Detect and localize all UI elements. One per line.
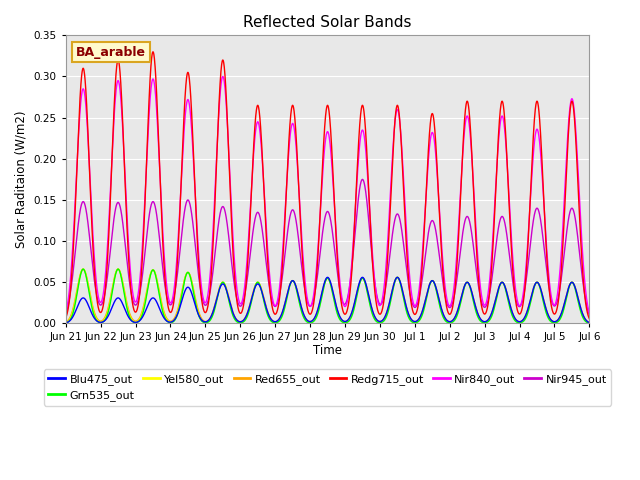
Blu475_out xyxy=(394,275,401,280)
Line: Nir945_out: Nir945_out xyxy=(66,180,589,315)
Grn535_out xyxy=(285,284,293,290)
Grn535_out xyxy=(586,320,593,326)
Redg715_out xyxy=(285,130,293,135)
Red655_out xyxy=(519,317,527,323)
Nir840_out xyxy=(263,232,271,238)
Line: Redg715_out: Redg715_out xyxy=(66,52,589,319)
Red655_out xyxy=(586,320,593,325)
Red655_out xyxy=(122,294,129,300)
Nir840_out xyxy=(122,181,129,187)
Red655_out xyxy=(79,266,87,272)
Nir840_out xyxy=(285,141,293,147)
Line: Red655_out: Red655_out xyxy=(66,269,589,323)
X-axis label: Time: Time xyxy=(313,344,342,357)
Legend: Blu475_out, Grn535_out, Yel580_out, Red655_out, Redg715_out, Nir840_out, Nir945_: Blu475_out, Grn535_out, Yel580_out, Red6… xyxy=(44,369,611,406)
Nir840_out xyxy=(153,105,161,111)
Yel580_out xyxy=(79,266,87,272)
Nir840_out xyxy=(519,293,527,299)
Yel580_out xyxy=(62,320,70,325)
Redg715_out xyxy=(122,188,129,193)
Nir945_out xyxy=(575,248,583,253)
Red655_out xyxy=(263,306,271,312)
Yel580_out xyxy=(575,301,583,307)
Redg715_out xyxy=(575,208,583,214)
Grn535_out xyxy=(263,309,271,315)
Blu475_out xyxy=(575,300,583,305)
Blu475_out xyxy=(519,317,527,323)
Blu475_out xyxy=(285,284,293,289)
Redg715_out xyxy=(263,242,271,248)
Nir840_out xyxy=(575,191,583,197)
Redg715_out xyxy=(149,49,157,55)
Line: Grn535_out: Grn535_out xyxy=(66,269,589,323)
Red655_out xyxy=(153,276,161,281)
Nir945_out xyxy=(358,177,366,182)
Nir840_out xyxy=(219,73,227,79)
Nir945_out xyxy=(62,312,70,317)
Blu475_out xyxy=(262,306,270,312)
Redg715_out xyxy=(62,315,70,321)
Red655_out xyxy=(285,283,293,289)
Grn535_out xyxy=(122,299,129,304)
Nir945_out xyxy=(586,312,593,318)
Blu475_out xyxy=(62,320,70,326)
Y-axis label: Solar Raditaion (W/m2): Solar Raditaion (W/m2) xyxy=(15,110,28,248)
Red655_out xyxy=(575,300,583,305)
Red655_out xyxy=(62,319,70,325)
Blu475_out xyxy=(122,308,129,313)
Redg715_out xyxy=(586,316,593,322)
Title: Reflected Solar Bands: Reflected Solar Bands xyxy=(243,15,412,30)
Nir945_out xyxy=(285,217,293,223)
Nir840_out xyxy=(62,310,70,316)
Yel580_out xyxy=(586,320,593,326)
Grn535_out xyxy=(153,277,161,283)
Nir840_out xyxy=(586,311,593,316)
Line: Yel580_out: Yel580_out xyxy=(66,269,589,323)
Text: BA_arable: BA_arable xyxy=(76,46,146,59)
Blu475_out xyxy=(153,299,161,304)
Redg715_out xyxy=(153,92,161,98)
Yel580_out xyxy=(519,318,527,324)
Nir945_out xyxy=(153,211,161,216)
Nir945_out xyxy=(262,263,270,268)
Blu475_out xyxy=(586,320,593,325)
Grn535_out xyxy=(519,319,527,324)
Grn535_out xyxy=(79,266,87,272)
Line: Blu475_out: Blu475_out xyxy=(66,277,589,323)
Grn535_out xyxy=(575,303,583,309)
Redg715_out xyxy=(519,302,527,308)
Nir945_out xyxy=(519,297,527,302)
Grn535_out xyxy=(62,320,70,326)
Yel580_out xyxy=(153,276,161,282)
Line: Nir840_out: Nir840_out xyxy=(66,76,589,313)
Nir945_out xyxy=(122,244,129,250)
Yel580_out xyxy=(122,296,129,302)
Yel580_out xyxy=(285,284,293,289)
Yel580_out xyxy=(263,307,271,313)
